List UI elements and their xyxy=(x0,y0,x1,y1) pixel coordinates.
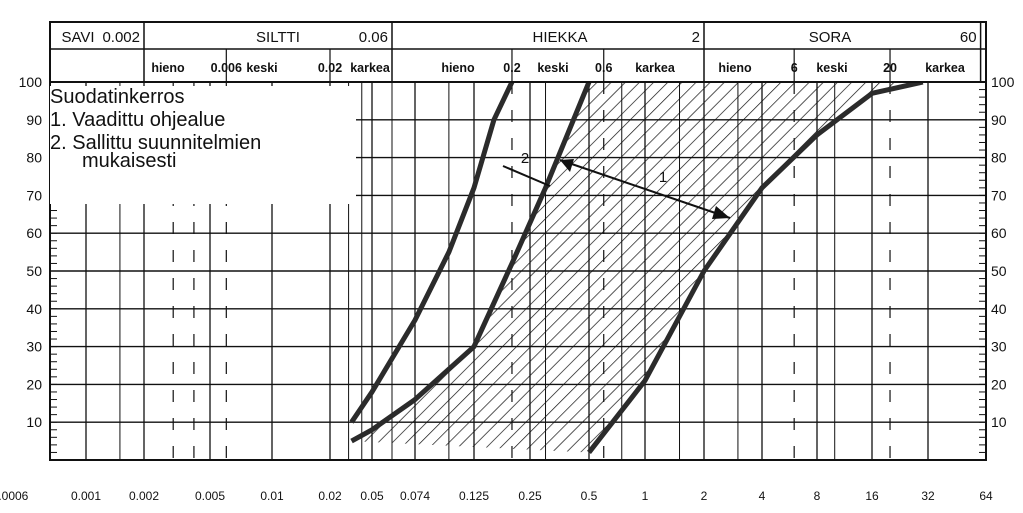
x-tick-label: 64 xyxy=(979,489,993,503)
series-line-2 xyxy=(587,79,924,454)
header-band xyxy=(49,21,987,83)
x-tick-label: 0.005 xyxy=(195,489,225,503)
x-tick-label: 8 xyxy=(814,489,821,503)
y-tick-label-left: 30 xyxy=(26,339,42,355)
x-tick-label: 2 xyxy=(701,489,708,503)
y-tick-label-left: 80 xyxy=(26,150,42,166)
header-subdivision-label: karkea xyxy=(635,61,676,75)
y-tick-label-left: 20 xyxy=(26,376,42,392)
x-tick-label: 0.25 xyxy=(518,489,542,503)
header-subdivision-label: keski xyxy=(816,61,847,75)
y-tick-label-right: 60 xyxy=(991,225,1007,241)
y-tick-label-left: 100 xyxy=(19,74,43,90)
y-tick-label-left: 50 xyxy=(26,263,42,279)
y-tick-label-right: 20 xyxy=(991,376,1007,392)
y-tick-label-left: 60 xyxy=(26,225,42,241)
y-tick-label-left: 70 xyxy=(26,187,42,203)
header-subdivision-label: hieno xyxy=(441,61,475,75)
annotation-arrowhead-1 xyxy=(712,206,730,219)
x-tick-label: 4 xyxy=(759,489,766,503)
annotation-arrow-2 xyxy=(502,165,551,187)
y-tick-label-left: 10 xyxy=(26,414,42,430)
header-class-siltti: SILTTI xyxy=(256,29,300,46)
y-tick-label-right: 40 xyxy=(991,301,1007,317)
legend-item-1: 1. Vaadittu ohjealue xyxy=(50,109,226,131)
y-tick-label-right: 80 xyxy=(991,150,1007,166)
header-boundary-label: 2 xyxy=(692,29,700,46)
x-tick-label: 0.0006 xyxy=(0,489,29,503)
y-tick-label-left: 40 xyxy=(26,301,42,317)
header-boundary-label: 0.002 xyxy=(102,29,140,46)
x-tick-label: 0.002 xyxy=(129,489,159,503)
header-subdivision-label: hieno xyxy=(151,61,185,75)
header-subdivision-label: keski xyxy=(537,61,568,75)
x-tick-label: 0.02 xyxy=(318,489,342,503)
y-tick-label-right: 30 xyxy=(991,339,1007,355)
x-tick-label: 0.001 xyxy=(71,489,101,503)
legend-item-2-continued: mukaisesti xyxy=(82,150,177,172)
y-tick-label-right: 100 xyxy=(991,74,1015,90)
x-tick-label: 16 xyxy=(865,489,879,503)
legend: Suodatinkerros 1. Vaadittu ohjealue 2. S… xyxy=(50,86,356,204)
legend-item-2: 2. Sallittu suunnitelmien xyxy=(50,132,262,154)
series-line-1 xyxy=(350,81,592,444)
annotation-label-2: 2 xyxy=(521,150,529,167)
x-tick-label: 0.125 xyxy=(459,489,489,503)
y-tick-label-right: 50 xyxy=(991,263,1007,279)
header-boundary-label: 0.06 xyxy=(359,29,388,46)
y-tick-label-right: 70 xyxy=(991,187,1007,203)
header-subdivision-label: karkea xyxy=(925,61,966,75)
header-class-sora: SORA xyxy=(809,29,852,46)
x-tick-label: 0.01 xyxy=(260,489,284,503)
header-subdivision-label: karkea xyxy=(350,61,391,75)
y-tick-label-right: 90 xyxy=(991,112,1007,128)
header-subdivision-label: hieno xyxy=(718,61,752,75)
annotation-arrowhead-1b xyxy=(560,159,574,172)
y-tick-label-left: 90 xyxy=(26,112,42,128)
x-tick-label: 0.5 xyxy=(581,489,598,503)
header-class-hiekka: HIEKKA xyxy=(532,29,587,46)
series-line-3 xyxy=(349,80,515,424)
x-tick-label: 0.05 xyxy=(360,489,384,503)
annotation-label-1: 1 xyxy=(659,169,667,186)
required-range-hatch xyxy=(351,82,923,453)
header-subdivision-label: keski xyxy=(246,61,277,75)
header-class-savi: SAVI xyxy=(61,29,94,46)
legend-title: Suodatinkerros xyxy=(50,86,185,108)
header-boundary-label: 60 xyxy=(960,29,977,46)
y-tick-label-right: 10 xyxy=(991,414,1007,430)
x-tick-label: 0.074 xyxy=(400,489,430,503)
x-tick-label: 32 xyxy=(921,489,935,503)
annotation-arrow-1 xyxy=(559,159,731,219)
x-tick-label: 1 xyxy=(642,489,649,503)
